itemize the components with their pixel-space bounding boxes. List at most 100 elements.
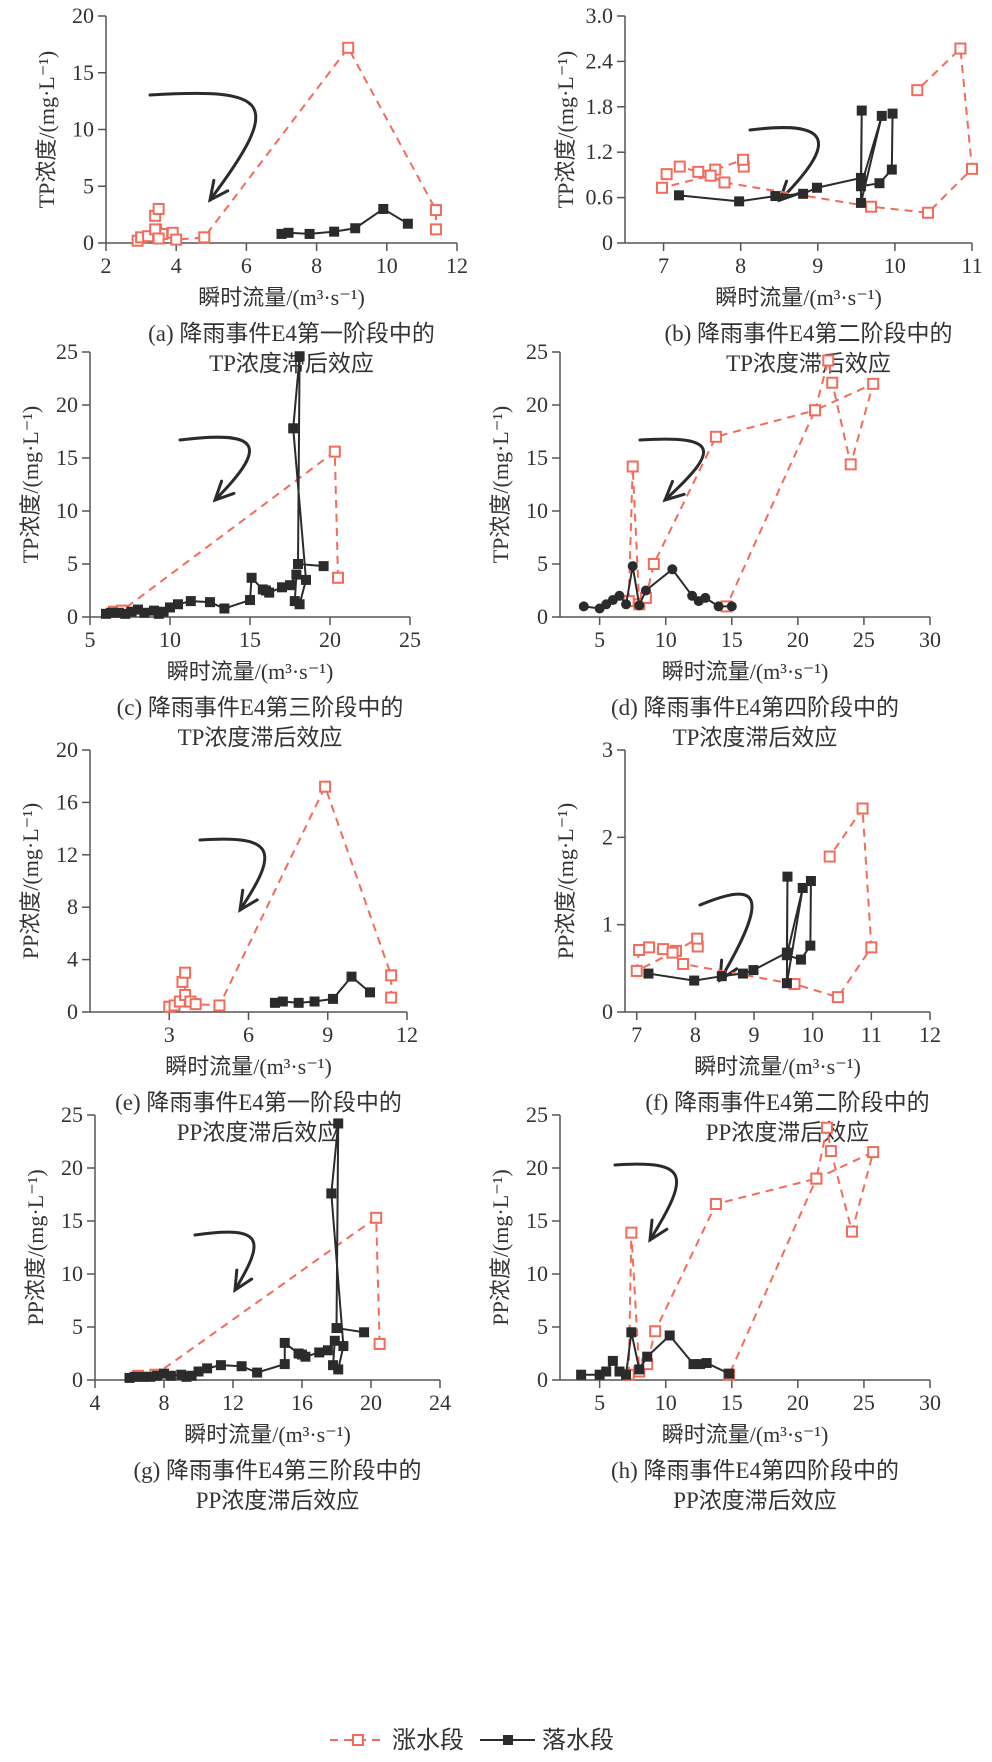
data-point: [781, 947, 792, 958]
panel-caption: (a) 降雨事件E4第一阶段中的: [148, 321, 435, 346]
chart-panel-b: 0 0.6 1.2 1.8 2.4 3.0 7 8 9 10 11 瞬时流量/(m³·s⁻¹) TP浓度…: [553, 3, 983, 376]
hysteresis-arrow-clockwise: [198, 837, 267, 912]
data-point: [797, 882, 808, 893]
data-point: [291, 569, 302, 580]
data-point: [328, 993, 339, 1004]
data-point: [145, 1371, 156, 1382]
data-point: [689, 975, 700, 986]
data-point: [283, 227, 294, 238]
data-point: [656, 181, 669, 194]
arrowhead-icon: [662, 479, 686, 503]
data-point: [621, 1369, 632, 1380]
y-tick-label: 0: [67, 604, 78, 629]
panel-caption: (d) 降雨事件E4第四阶段中的: [611, 695, 899, 720]
y-axis-label: TP浓度/(mg·L⁻¹): [488, 406, 513, 564]
data-point: [186, 1370, 197, 1381]
data-point: [578, 601, 589, 612]
data-point: [314, 1347, 325, 1358]
x-tick-label: 30: [919, 627, 941, 652]
series-line-rising: [627, 360, 875, 607]
data-point: [855, 181, 866, 192]
data-point: [667, 564, 678, 575]
data-point: [634, 1364, 645, 1375]
data-point: [954, 42, 967, 55]
y-tick-label: 10: [61, 1261, 83, 1286]
data-point: [709, 1198, 722, 1211]
data-point: [193, 1366, 204, 1377]
data-point: [716, 971, 727, 982]
data-point: [322, 1345, 333, 1356]
data-point: [385, 991, 398, 1004]
x-tick-label: 10: [884, 253, 906, 278]
data-point: [294, 351, 305, 362]
y-tick-label: 15: [56, 445, 78, 470]
y-tick-label: 0: [602, 999, 613, 1024]
y-tick-label: 0: [67, 999, 78, 1024]
x-tick-label: 15: [721, 627, 743, 652]
x-tick-label: 20: [787, 627, 809, 652]
data-point: [887, 108, 898, 119]
y-tick-label: 20: [56, 392, 78, 417]
x-tick-label: 20: [787, 1390, 809, 1415]
x-tick-label: 10: [376, 253, 398, 278]
data-point: [642, 1351, 653, 1362]
hysteresis-arrow-clockwise: [148, 91, 258, 202]
x-tick-label: 10: [655, 1390, 677, 1415]
x-tick-label: 25: [399, 627, 421, 652]
data-point: [331, 1323, 342, 1334]
y-tick-label: 3.0: [586, 3, 614, 28]
data-point: [601, 1366, 612, 1377]
legend-marker-falling: [503, 1735, 513, 1745]
y-tick-label: 20: [72, 3, 94, 28]
y-tick-label: 8: [67, 894, 78, 919]
x-tick-label: 30: [919, 1390, 941, 1415]
data-point: [129, 1371, 140, 1382]
data-point: [176, 1369, 187, 1380]
panel-caption: PP浓度滞后效应: [177, 1120, 341, 1145]
y-tick-label: 2.4: [586, 48, 614, 73]
data-point: [855, 197, 866, 208]
data-point: [326, 1188, 337, 1199]
data-point: [159, 1368, 169, 1379]
data-point: [219, 603, 230, 614]
x-tick-label: 6: [243, 1022, 254, 1047]
x-tick-label: 10: [159, 627, 181, 652]
data-point: [402, 218, 413, 229]
data-point: [309, 996, 320, 1007]
chart-panel-g: 0 5 10 15 20 25 4 8 12 16 20 24 瞬时流量/(m³·s⁻¹) PP浓度/(m…: [23, 1102, 451, 1513]
data-point: [922, 206, 935, 219]
panel-caption: (c) 降雨事件E4第三阶段中的: [117, 695, 404, 720]
data-point: [805, 876, 816, 886]
data-point: [724, 1368, 735, 1379]
x-tick-label: 5: [594, 1390, 605, 1415]
data-point: [252, 1367, 263, 1378]
data-point: [748, 965, 759, 976]
data-point: [170, 233, 183, 246]
y-tick-label: 0: [72, 1367, 83, 1392]
y-tick-label: 25: [56, 339, 78, 364]
y-tick-label: 10: [526, 1261, 548, 1286]
data-point: [865, 941, 878, 954]
data-point: [677, 957, 690, 970]
data-point: [149, 605, 159, 616]
data-point: [276, 228, 287, 239]
y-axis-label: TP浓度/(mg·L⁻¹): [34, 51, 59, 209]
data-point: [621, 599, 632, 610]
data-point: [277, 582, 287, 593]
y-tick-label: 5: [537, 1314, 548, 1339]
data-point: [795, 954, 806, 965]
panel-caption: (h) 降雨事件E4第四阶段中的: [611, 1458, 899, 1483]
data-point: [625, 1226, 638, 1239]
y-axis-label: PP浓度/(mg·L⁻¹): [23, 1169, 48, 1325]
data-point: [798, 188, 809, 199]
data-point: [876, 110, 887, 121]
data-point: [824, 1145, 837, 1158]
series-line-falling: [648, 876, 812, 984]
data-point: [333, 1364, 344, 1375]
x-tick-label: 5: [594, 627, 605, 652]
y-tick-label: 20: [526, 392, 548, 417]
panel-caption: PP浓度滞后效应: [706, 1120, 870, 1145]
data-point: [277, 996, 288, 1007]
data-point: [113, 607, 124, 618]
data-point: [782, 871, 793, 882]
